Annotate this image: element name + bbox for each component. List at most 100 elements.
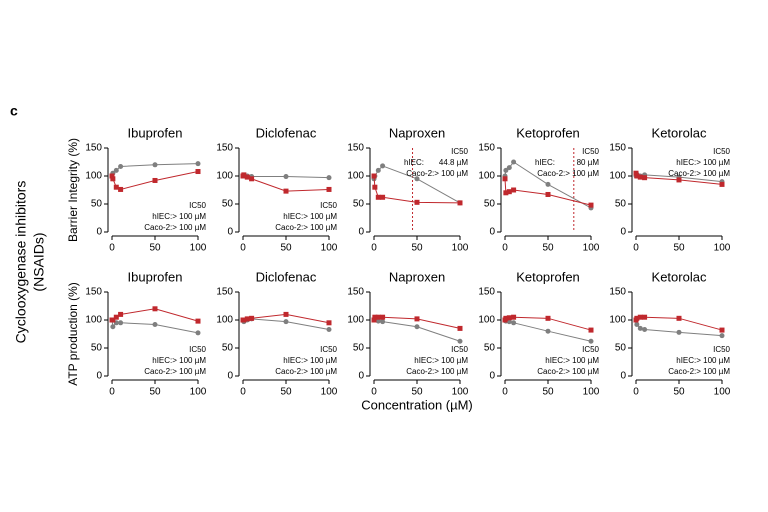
- marker: [152, 177, 158, 183]
- annotation: Caco-2:> 100 µM: [537, 367, 599, 376]
- y-axis-label: ATP production (%): [66, 282, 80, 386]
- panel-title: Ketorolac: [652, 269, 707, 284]
- marker: [283, 174, 289, 180]
- marker: [414, 199, 420, 205]
- panel: Naproxen 0 50 100 150 0 50 100 IC50 hIEC: 44.8 µM C…: [347, 125, 468, 253]
- x-tick-label: 0: [109, 387, 115, 398]
- panel-title: Ibuprofen: [128, 269, 183, 284]
- marker: [152, 162, 158, 168]
- panel: Naproxen 0 50 100 150 0 50 100 IC50 hIEC:> 100 µM…: [347, 269, 468, 397]
- panel-title: Diclofenac: [256, 125, 317, 140]
- y-tick-label: 50: [91, 199, 103, 210]
- y-tick-label: 150: [216, 287, 233, 298]
- x-tick-label: 100: [714, 243, 731, 254]
- marker: [241, 172, 247, 178]
- marker: [545, 181, 551, 187]
- annotation: hIEC:> 100 µM: [676, 356, 730, 365]
- y-tick-label: 150: [478, 143, 495, 154]
- x-tick-label: 50: [411, 387, 423, 398]
- marker: [375, 318, 381, 324]
- x-tick-label: 50: [542, 387, 554, 398]
- panel: Diclofenac 0 50 100 150 0 50 100 IC50 hIEC:> 100 …: [216, 125, 337, 253]
- marker: [634, 321, 640, 327]
- marker: [113, 314, 119, 320]
- annotation: IC50: [189, 201, 206, 210]
- annotation: hIEC:> 100 µM: [676, 158, 730, 167]
- marker: [511, 159, 517, 165]
- marker: [249, 176, 255, 182]
- marker: [545, 328, 551, 334]
- group-label-line: (NSAIDs): [31, 232, 47, 291]
- y-tick-label: 0: [96, 371, 102, 382]
- x-tick-label: 0: [109, 243, 115, 254]
- annotation: IC50: [582, 345, 599, 354]
- y-tick-label: 100: [216, 315, 233, 326]
- x-tick-label: 50: [149, 387, 161, 398]
- x-tick-label: 100: [190, 387, 207, 398]
- y-tick-label: 100: [609, 315, 626, 326]
- annotation: IC50: [189, 345, 206, 354]
- marker: [676, 177, 682, 183]
- marker: [511, 187, 517, 193]
- annotation: IC50: [451, 345, 468, 354]
- annotation: hIEC:: [404, 158, 424, 167]
- x-tick-label: 0: [371, 387, 377, 398]
- marker: [110, 324, 116, 330]
- marker: [110, 317, 116, 323]
- y-tick-label: 0: [96, 227, 102, 238]
- marker: [283, 311, 289, 317]
- y-tick-label: 0: [227, 227, 233, 238]
- marker: [642, 327, 648, 333]
- x-tick-label: 50: [673, 243, 685, 254]
- marker: [326, 186, 332, 192]
- marker: [244, 316, 250, 322]
- panel: Ketoprofen 0 50 100 150 0 50 100 IC50 hIEC:> 100 …: [478, 269, 599, 397]
- annotation: hIEC:: [535, 158, 555, 167]
- x-tick-label: 100: [321, 243, 338, 254]
- annotation: hIEC:> 100 µM: [414, 356, 468, 365]
- marker: [249, 315, 255, 321]
- y-tick-label: 150: [85, 143, 102, 154]
- y-tick-label: 50: [353, 199, 365, 210]
- annotation: Caco-2:> 100 µM: [275, 223, 337, 232]
- marker: [642, 175, 648, 181]
- marker: [110, 176, 116, 182]
- y-tick-label: 0: [489, 371, 495, 382]
- y-tick-label: 0: [358, 371, 364, 382]
- panel-title: Naproxen: [389, 125, 445, 140]
- y-tick-label: 50: [615, 343, 627, 354]
- marker: [118, 186, 124, 192]
- marker: [109, 173, 115, 179]
- marker: [414, 176, 420, 182]
- annotation: Caco-2:> 100 µM: [537, 169, 599, 178]
- annotation: IC50: [582, 147, 599, 156]
- x-tick-label: 0: [502, 387, 508, 398]
- y-tick-label: 50: [91, 343, 103, 354]
- marker: [371, 173, 377, 179]
- marker: [152, 306, 158, 312]
- panel-label: c: [10, 103, 18, 119]
- marker: [637, 314, 643, 320]
- marker: [676, 329, 682, 335]
- x-tick-label: 50: [542, 243, 554, 254]
- marker: [503, 167, 509, 173]
- marker: [118, 311, 124, 317]
- panel-title: Ketoprofen: [516, 269, 580, 284]
- annotation: IC50: [713, 345, 730, 354]
- marker: [719, 181, 725, 187]
- y-tick-label: 100: [216, 171, 233, 182]
- marker: [241, 317, 247, 323]
- x-tick-label: 0: [240, 243, 246, 254]
- y-tick-label: 0: [489, 227, 495, 238]
- annotation: Caco-2:> 100 µM: [144, 367, 206, 376]
- y-axis-label: Barrier Integrity (%): [66, 138, 80, 242]
- x-tick-label: 0: [371, 243, 377, 254]
- marker: [506, 189, 512, 195]
- marker: [588, 327, 594, 333]
- annotation: 80 µM: [577, 158, 600, 167]
- panel-title: Ibuprofen: [128, 125, 183, 140]
- annotation: 44.8 µM: [439, 158, 468, 167]
- marker: [380, 314, 386, 320]
- marker: [118, 320, 124, 326]
- panel-title: Ketorolac: [652, 125, 707, 140]
